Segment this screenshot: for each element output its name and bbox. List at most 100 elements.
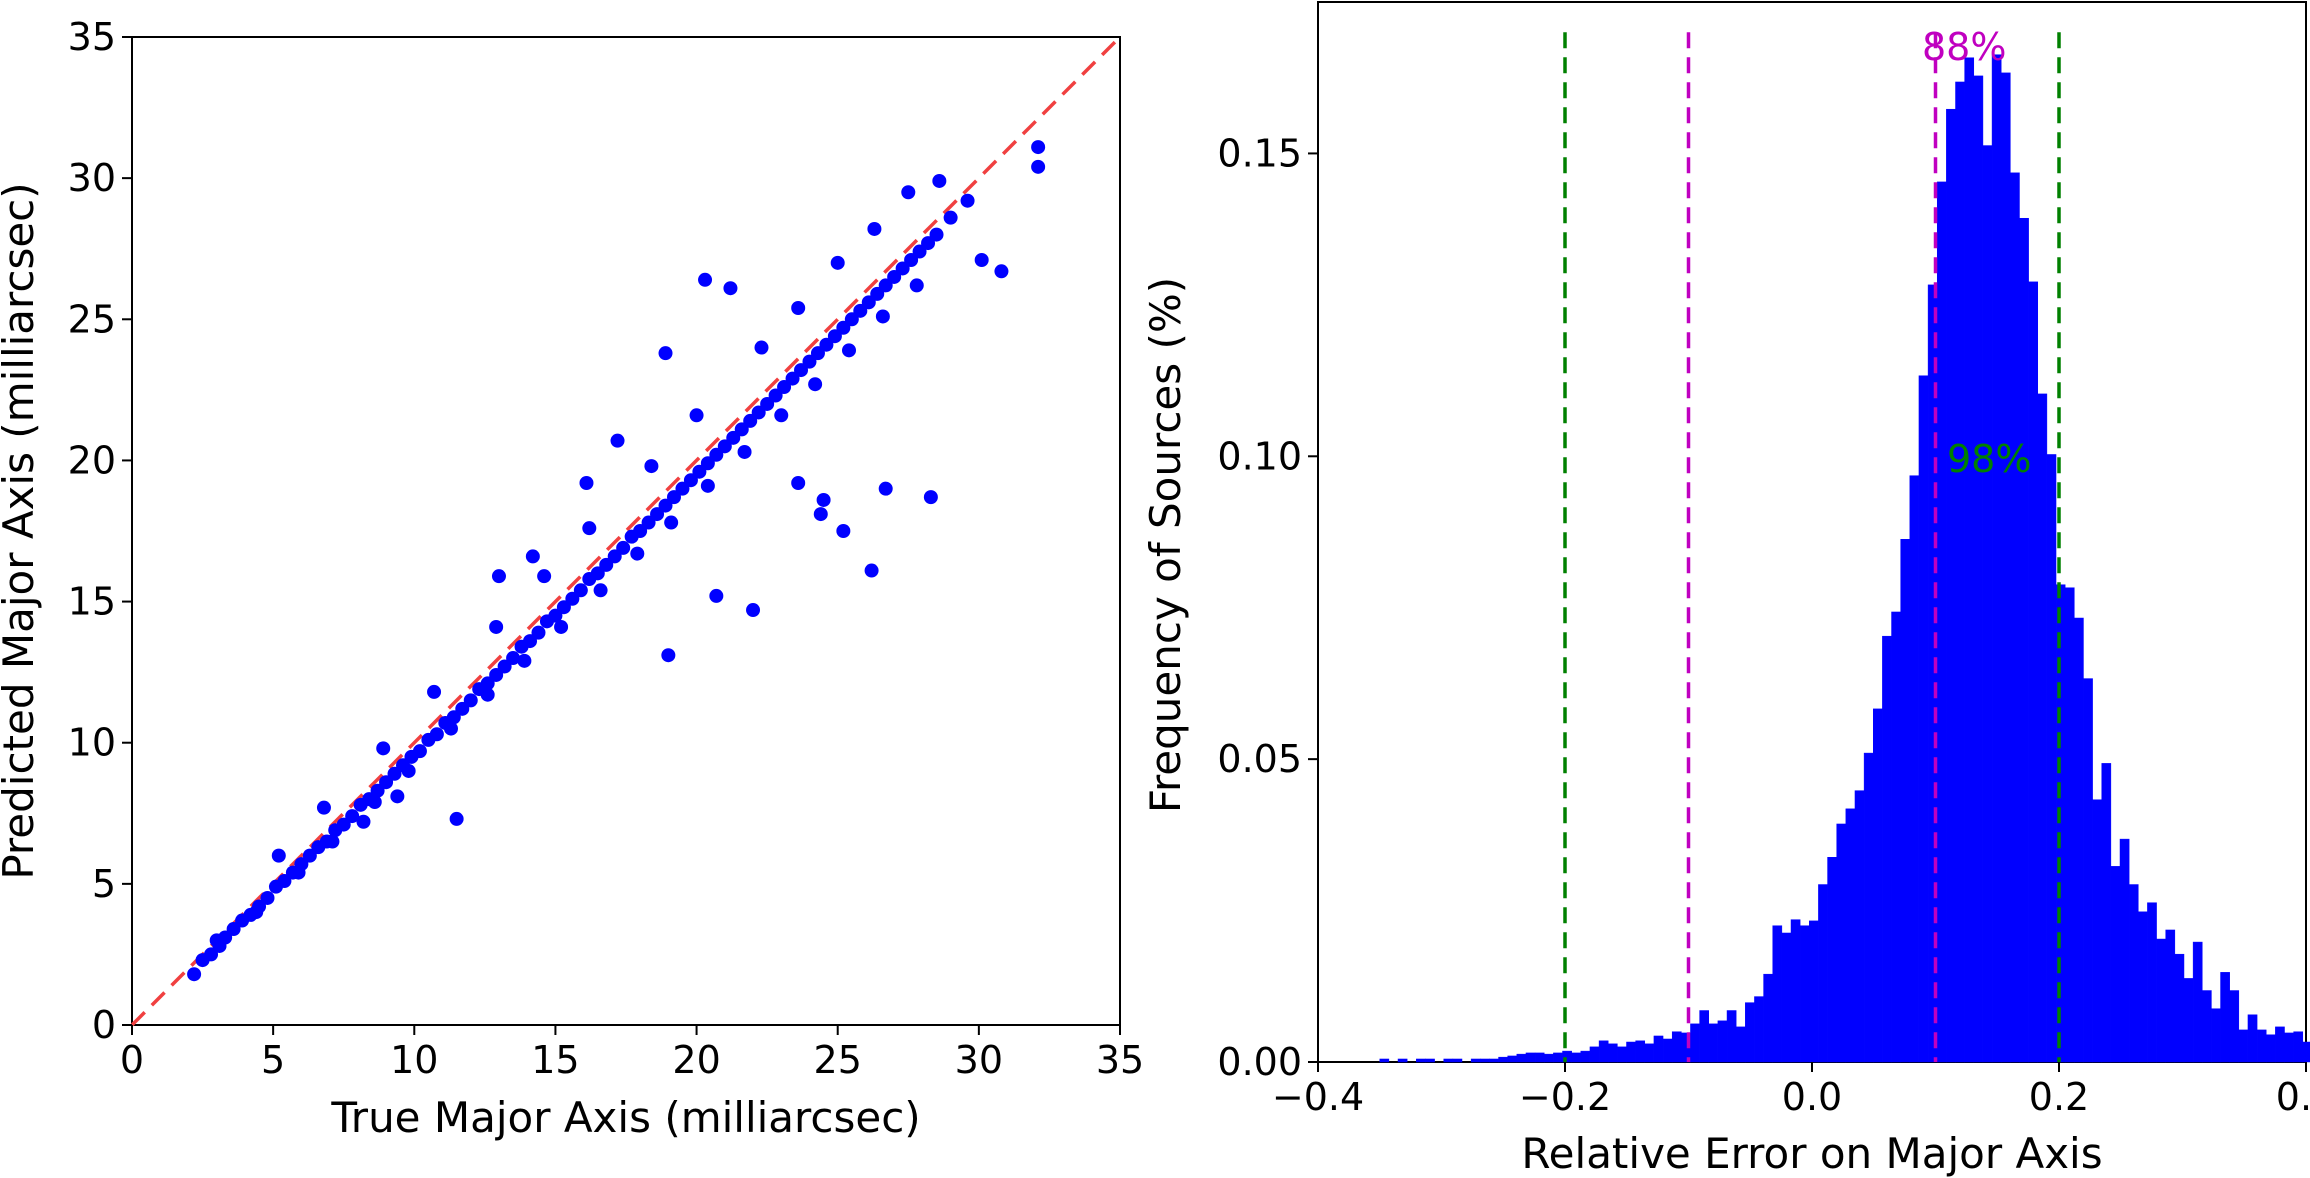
scatter-points — [187, 140, 1046, 982]
scatter-y-ticks: 0 5 10 15 20 25 30 35 — [68, 15, 132, 1047]
histogram-bar — [1525, 1052, 1536, 1063]
scatter-y-tick-label: 10 — [68, 721, 116, 765]
histogram-bar — [2275, 1026, 2285, 1063]
scatter-point — [717, 439, 732, 454]
scatter-point — [816, 492, 831, 507]
scatter-point — [751, 405, 766, 420]
scatter-point — [187, 967, 202, 982]
histogram-bar — [2229, 990, 2240, 1063]
histogram-bar — [1635, 1040, 1646, 1063]
histogram-axes-frame — [1317, 1, 2307, 1063]
scatter-point — [429, 727, 444, 742]
scatter-point — [887, 269, 902, 284]
histogram-bar — [1754, 996, 1764, 1063]
histogram-bar — [2293, 1031, 2304, 1063]
histogram-bar — [1973, 75, 1984, 1063]
scatter-x-tick-label: 15 — [531, 1038, 579, 1082]
scatter-y-tick-label: 5 — [92, 862, 116, 906]
histogram-bar — [1772, 925, 1783, 1063]
scatter-point — [861, 295, 876, 310]
scatter-point — [630, 546, 645, 561]
histogram-bar — [1443, 1058, 1454, 1063]
scatter-point — [565, 591, 580, 606]
scatter-point — [754, 340, 769, 355]
histogram-y-tick-label: 0.15 — [1217, 131, 1302, 175]
histogram-bar — [1699, 1010, 1710, 1063]
scatter-plot: 0 5 10 15 20 25 30 35 0 5 10 15 20 25 30 35 True Major… — [0, 15, 1144, 1142]
scatter-point — [675, 481, 690, 496]
scatter-point — [1031, 140, 1046, 155]
scatter-point — [709, 588, 724, 603]
histogram-bars — [1379, 54, 2310, 1063]
histogram-bar — [2265, 1034, 2276, 1063]
histogram-bar — [2256, 1029, 2267, 1063]
annotation-98-percent: 98% — [1947, 437, 2031, 481]
scatter-point — [370, 783, 385, 798]
scatter-point — [802, 354, 817, 369]
scatter-point — [644, 459, 659, 474]
scatter-point — [390, 789, 405, 804]
histogram-x-tick-label: −0.4 — [1272, 1075, 1364, 1119]
scatter-point — [455, 701, 470, 716]
histogram-plot: −0.4 −0.2 0.0 0.2 0.4 0.00 0.05 0.10 0.15 88% 9… — [1141, 1, 2310, 1178]
scatter-point — [875, 309, 890, 324]
histogram-bar — [1708, 1023, 1719, 1063]
histogram-x-tick-label: 0.2 — [2029, 1075, 2089, 1119]
histogram-bar — [1480, 1058, 1490, 1063]
scatter-point — [480, 676, 495, 691]
histogram-bar — [1936, 181, 1947, 1063]
histogram-bar — [1873, 708, 1883, 1063]
scatter-point — [291, 865, 306, 880]
scatter-y-tick-label: 35 — [68, 15, 116, 59]
scatter-point — [443, 721, 458, 736]
scatter-point — [870, 286, 885, 301]
scatter-point — [836, 524, 851, 538]
scatter-point — [212, 938, 227, 953]
scatter-point — [463, 693, 478, 708]
histogram-y-ticks: 0.00 0.05 0.10 0.15 — [1217, 131, 1318, 1084]
histogram-bar — [2028, 281, 2039, 1063]
histogram-bar — [1617, 1046, 1627, 1063]
scatter-point — [904, 253, 919, 268]
scatter-point — [692, 464, 707, 479]
histogram-bar — [1863, 752, 1874, 1063]
scatter-point — [489, 667, 504, 682]
scatter-point — [573, 583, 588, 598]
histogram-bar — [1882, 635, 1892, 1063]
scatter-x-tick-label: 5 — [261, 1038, 285, 1082]
scatter-point — [844, 312, 859, 327]
histogram-bar — [1580, 1050, 1591, 1063]
scatter-point — [901, 185, 916, 200]
histogram-bar — [1571, 1052, 1582, 1063]
histogram-bar — [2247, 1014, 2258, 1063]
histogram-bar — [1397, 1058, 1408, 1063]
scatter-point — [960, 193, 975, 208]
histogram-x-tick-label: 0.4 — [2276, 1075, 2310, 1119]
scatter-x-tick-label: 20 — [672, 1038, 720, 1082]
histogram-bar — [1781, 932, 1792, 1063]
scatter-point — [401, 763, 416, 778]
histogram-bar — [1589, 1046, 1600, 1063]
scatter-y-tick-label: 15 — [68, 580, 116, 624]
scatter-y-tick-label: 0 — [92, 1003, 116, 1047]
scatter-point — [325, 834, 340, 849]
scatter-point — [921, 236, 936, 251]
scatter-point — [774, 408, 789, 423]
scatter-point — [700, 478, 715, 493]
scatter-x-ticks: 0 5 10 15 20 25 30 35 — [120, 1025, 1144, 1082]
histogram-bar — [2128, 884, 2139, 1063]
scatter-point — [760, 396, 775, 411]
histogram-bar — [2192, 941, 2203, 1063]
histogram-bar — [1534, 1052, 1545, 1063]
scatter-axes-frame — [131, 36, 1121, 1026]
scatter-point — [356, 814, 371, 829]
scatter-point — [794, 363, 809, 378]
scatter-point — [204, 947, 219, 962]
histogram-bar — [1964, 57, 1975, 1063]
scatter-point — [723, 281, 738, 296]
scatter-point — [810, 346, 825, 361]
scatter-point — [791, 476, 806, 491]
histogram-x-tick-label: 0.0 — [1782, 1075, 1842, 1119]
scatter-x-tick-label: 25 — [814, 1038, 862, 1082]
scatter-point — [387, 766, 402, 781]
